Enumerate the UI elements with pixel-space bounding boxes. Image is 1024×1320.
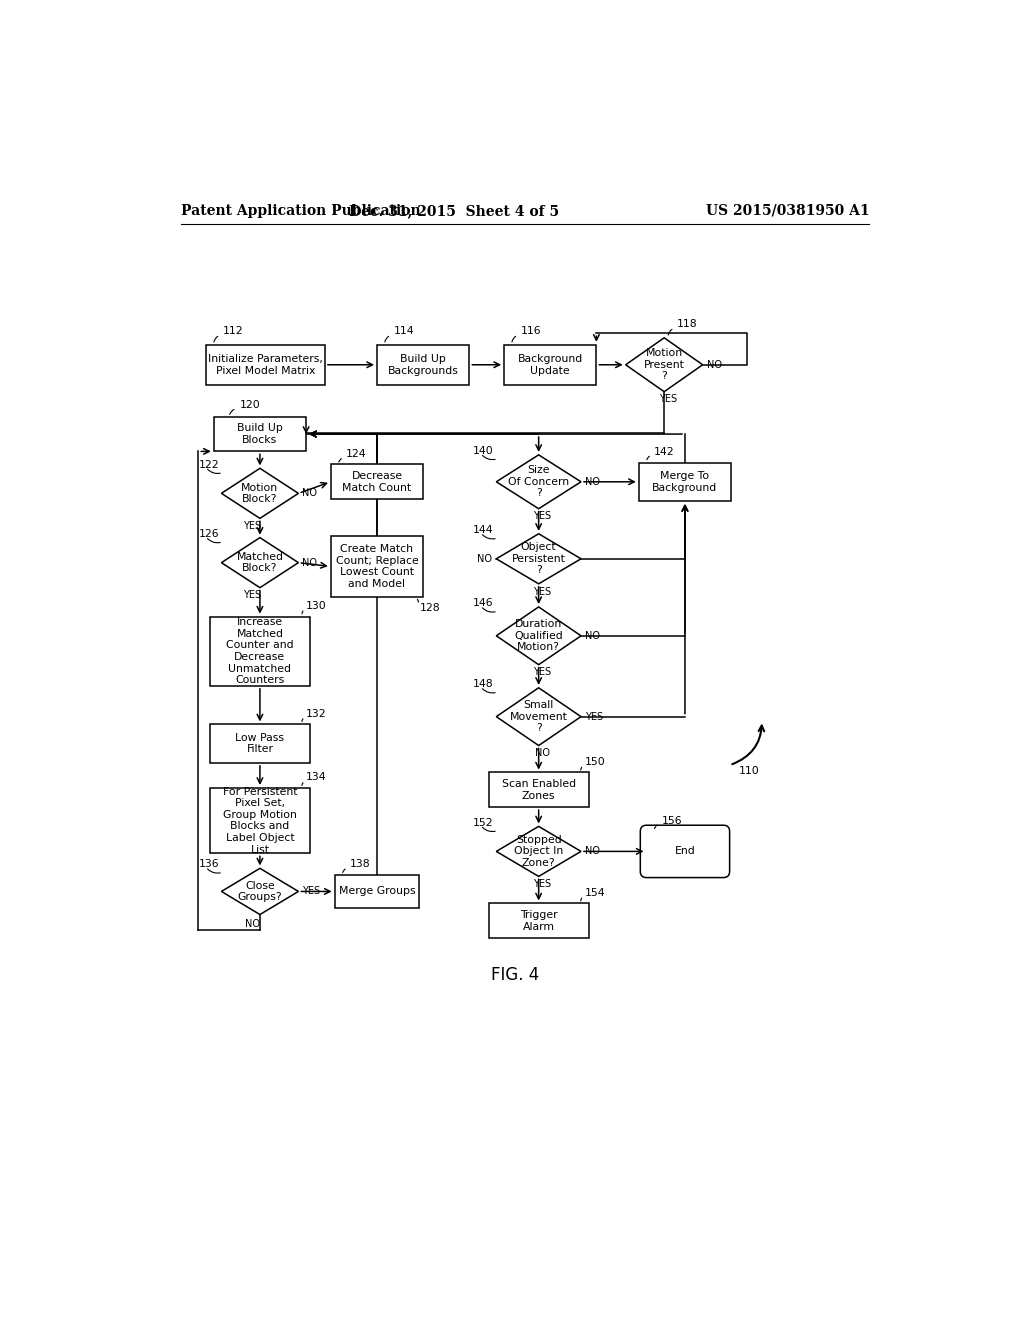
Text: Motion
Block?: Motion Block? bbox=[242, 483, 279, 504]
Polygon shape bbox=[221, 869, 298, 915]
Text: 132: 132 bbox=[306, 709, 327, 718]
Text: YES: YES bbox=[243, 590, 261, 601]
Text: 156: 156 bbox=[662, 816, 682, 825]
Text: Dec. 31, 2015  Sheet 4 of 5: Dec. 31, 2015 Sheet 4 of 5 bbox=[349, 203, 559, 218]
Polygon shape bbox=[221, 469, 298, 519]
Text: 136: 136 bbox=[199, 859, 219, 870]
Text: 140: 140 bbox=[473, 446, 494, 455]
Text: FIG. 4: FIG. 4 bbox=[492, 966, 540, 983]
Text: Stopped
Object In
Zone?: Stopped Object In Zone? bbox=[514, 834, 563, 869]
Text: For Persistent
Pixel Set,
Group Motion
Blocks and
Label Object
List: For Persistent Pixel Set, Group Motion B… bbox=[222, 787, 297, 854]
Text: Small
Movement
?: Small Movement ? bbox=[510, 700, 567, 733]
Text: NO: NO bbox=[302, 488, 317, 499]
Bar bbox=[377, 345, 469, 385]
Text: 154: 154 bbox=[585, 888, 605, 898]
FancyBboxPatch shape bbox=[640, 825, 730, 878]
Text: Scan Enabled
Zones: Scan Enabled Zones bbox=[502, 779, 575, 801]
Text: Patent Application Publication: Patent Application Publication bbox=[180, 203, 420, 218]
Text: Size
Of Concern
?: Size Of Concern ? bbox=[508, 465, 569, 499]
Polygon shape bbox=[221, 537, 298, 587]
Bar bbox=[488, 772, 589, 807]
Text: NO: NO bbox=[585, 846, 600, 857]
Text: 122: 122 bbox=[199, 459, 219, 470]
Text: 146: 146 bbox=[473, 598, 494, 609]
Polygon shape bbox=[497, 455, 581, 508]
Polygon shape bbox=[497, 826, 581, 876]
Text: NO: NO bbox=[477, 554, 493, 564]
Bar bbox=[331, 465, 423, 499]
Text: 134: 134 bbox=[306, 772, 327, 783]
Text: Trigger
Alarm: Trigger Alarm bbox=[520, 909, 557, 932]
Text: Initialize Parameters,
Pixel Model Matrix: Initialize Parameters, Pixel Model Matri… bbox=[208, 354, 323, 376]
Polygon shape bbox=[626, 338, 702, 392]
Text: Merge To
Background: Merge To Background bbox=[652, 471, 718, 492]
Bar bbox=[210, 616, 310, 686]
Text: Close
Groups?: Close Groups? bbox=[238, 880, 283, 903]
Text: Decrease
Match Count: Decrease Match Count bbox=[342, 471, 412, 492]
Bar bbox=[214, 417, 306, 451]
Text: 118: 118 bbox=[677, 319, 698, 329]
Bar bbox=[335, 875, 419, 908]
Text: 130: 130 bbox=[306, 601, 327, 611]
Text: Create Match
Count; Replace
Lowest Count
and Model: Create Match Count; Replace Lowest Count… bbox=[336, 544, 419, 589]
Text: 116: 116 bbox=[521, 326, 542, 335]
Text: 120: 120 bbox=[240, 400, 261, 409]
Text: YES: YES bbox=[534, 511, 552, 521]
Text: 138: 138 bbox=[350, 859, 371, 870]
Text: 114: 114 bbox=[394, 326, 415, 335]
Text: 148: 148 bbox=[473, 680, 494, 689]
Text: 126: 126 bbox=[199, 529, 219, 539]
Text: YES: YES bbox=[243, 521, 261, 531]
Text: Matched
Block?: Matched Block? bbox=[237, 552, 284, 573]
Text: Build Up
Blocks: Build Up Blocks bbox=[237, 424, 283, 445]
Text: NO: NO bbox=[245, 919, 260, 929]
Bar bbox=[206, 345, 325, 385]
Text: NO: NO bbox=[535, 748, 550, 758]
Text: YES: YES bbox=[302, 887, 321, 896]
Text: Low Pass
Filter: Low Pass Filter bbox=[236, 733, 285, 755]
Bar bbox=[331, 536, 423, 597]
Text: NO: NO bbox=[302, 557, 317, 568]
Text: NO: NO bbox=[585, 631, 600, 640]
Text: NO: NO bbox=[707, 360, 722, 370]
Text: Motion
Present
?: Motion Present ? bbox=[644, 348, 685, 381]
Text: YES: YES bbox=[585, 711, 603, 722]
Text: YES: YES bbox=[659, 395, 677, 404]
Text: NO: NO bbox=[585, 477, 600, 487]
Text: Build Up
Backgrounds: Build Up Backgrounds bbox=[388, 354, 459, 376]
Text: 144: 144 bbox=[473, 525, 494, 536]
Bar bbox=[210, 788, 310, 853]
Text: 112: 112 bbox=[223, 326, 244, 335]
Text: 142: 142 bbox=[654, 446, 675, 457]
Polygon shape bbox=[497, 533, 581, 583]
Bar bbox=[488, 903, 589, 939]
Text: YES: YES bbox=[534, 586, 552, 597]
Text: 124: 124 bbox=[346, 449, 367, 459]
Text: 110: 110 bbox=[739, 766, 760, 776]
Bar bbox=[504, 345, 596, 385]
Text: US 2015/0381950 A1: US 2015/0381950 A1 bbox=[707, 203, 869, 218]
Text: Object
Persistent
?: Object Persistent ? bbox=[512, 543, 565, 576]
Text: Duration
Qualified
Motion?: Duration Qualified Motion? bbox=[514, 619, 563, 652]
Text: 128: 128 bbox=[419, 603, 440, 612]
Text: Background
Update: Background Update bbox=[517, 354, 583, 376]
Text: Increase
Matched
Counter and
Decrease
Unmatched
Counters: Increase Matched Counter and Decrease Un… bbox=[226, 618, 294, 685]
Polygon shape bbox=[497, 607, 581, 665]
Bar bbox=[210, 725, 310, 763]
Text: YES: YES bbox=[534, 668, 552, 677]
Text: Merge Groups: Merge Groups bbox=[339, 887, 416, 896]
Text: End: End bbox=[675, 846, 695, 857]
Text: 150: 150 bbox=[585, 758, 605, 767]
Bar bbox=[639, 462, 731, 502]
Text: YES: YES bbox=[534, 879, 552, 890]
Text: 152: 152 bbox=[473, 818, 494, 828]
Polygon shape bbox=[497, 688, 581, 746]
